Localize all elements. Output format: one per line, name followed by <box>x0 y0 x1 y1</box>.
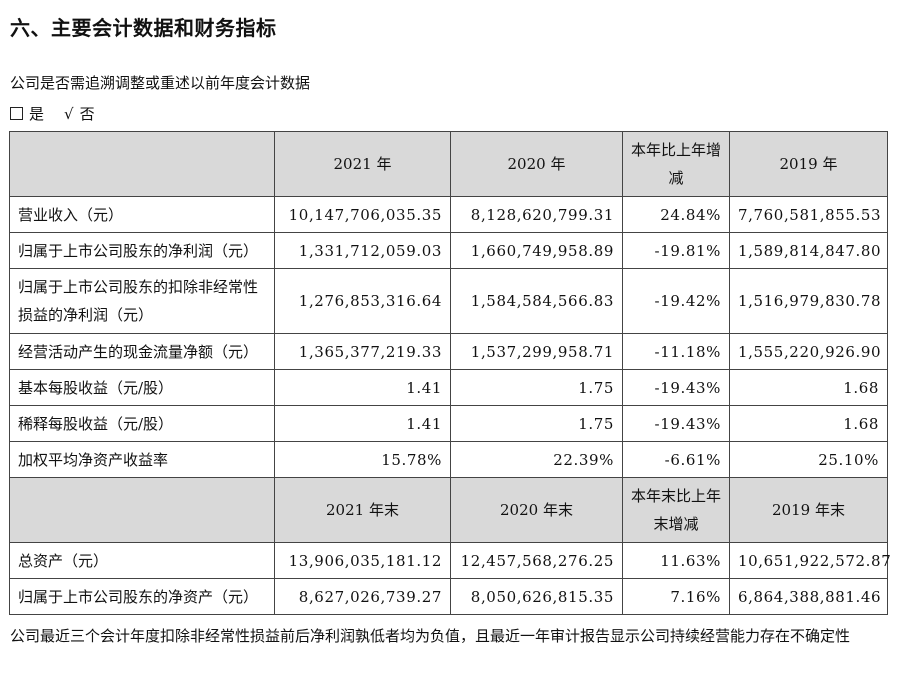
restatement-question: 公司是否需追溯调整或重述以前年度会计数据 <box>10 74 311 92</box>
table-row: 归属于上市公司股东的净利润（元） 1,331,712,059.03 1,660,… <box>9 232 888 269</box>
change-cell: 7.16% <box>622 578 730 615</box>
row-label: 加权平均净资产收益率 <box>9 441 275 478</box>
check-mark-icon: √ <box>64 104 74 123</box>
row-label: 经营活动产生的现金流量净额（元） <box>9 333 275 370</box>
no-label: 否 <box>79 105 95 123</box>
change-cell: -19.43% <box>622 405 730 442</box>
table-row: 基本每股收益（元/股） 1.41 1.75 -19.43% 1.68 <box>9 369 888 406</box>
table-header-row: 2021 年 2020 年 本年比上年增减 2019 年 <box>9 131 888 197</box>
row-label: 归属于上市公司股东的净资产（元） <box>9 578 275 615</box>
value-cell: 1,660,749,958.89 <box>450 232 623 269</box>
value-cell: 25.10% <box>729 441 888 478</box>
value-cell: 1,537,299,958.71 <box>450 333 623 370</box>
table-row: 归属于上市公司股东的净资产（元） 8,627,026,739.27 8,050,… <box>9 578 888 615</box>
change-cell: 11.63% <box>622 542 730 579</box>
change-cell: 24.84% <box>622 196 730 233</box>
change-cell: -19.81% <box>622 232 730 269</box>
value-cell: 1.68 <box>729 405 888 442</box>
value-cell: 1,555,220,926.90 <box>729 333 888 370</box>
table-row: 营业收入（元） 10,147,706,035.35 8,128,620,799.… <box>9 196 888 233</box>
header-blank-cell <box>9 131 275 197</box>
header-cell: 2021 年 <box>274 131 451 197</box>
header-cell: 2019 年末 <box>729 477 888 543</box>
value-cell: 22.39% <box>450 441 623 478</box>
header-cell: 2019 年 <box>729 131 888 197</box>
value-cell: 1.41 <box>274 369 451 406</box>
value-cell: 8,627,026,739.27 <box>274 578 451 615</box>
value-cell: 8,050,626,815.35 <box>450 578 623 615</box>
value-cell: 1.68 <box>729 369 888 406</box>
change-cell: -11.18% <box>622 333 730 370</box>
change-cell: -6.61% <box>622 441 730 478</box>
value-cell: 13,906,035,181.12 <box>274 542 451 579</box>
financial-data-table: 2021 年 2020 年 本年比上年增减 2019 年 营业收入（元） 10,… <box>9 131 891 615</box>
header-cell: 本年比上年增减 <box>622 131 730 197</box>
value-cell: 1,365,377,219.33 <box>274 333 451 370</box>
value-cell: 1,589,814,847.80 <box>729 232 888 269</box>
value-cell: 10,651,922,572.87 <box>729 542 891 579</box>
going-concern-note: 公司最近三个会计年度扣除非经常性损益前后净利润孰低者均为负值，且最近一年审计报告… <box>10 627 851 645</box>
header-cell: 2020 年 <box>450 131 623 197</box>
row-label: 营业收入（元） <box>9 196 275 233</box>
row-label: 总资产（元） <box>9 542 275 579</box>
value-cell: 7,760,581,855.53 <box>729 196 888 233</box>
value-cell: 15.78% <box>274 441 451 478</box>
table-row: 经营活动产生的现金流量净额（元） 1,365,377,219.33 1,537,… <box>9 333 888 370</box>
section-title: 六、主要会计数据和财务指标 <box>10 16 277 40</box>
yes-checkbox[interactable] <box>10 107 23 120</box>
value-cell: 1,584,584,566.83 <box>450 268 623 334</box>
header-cell: 2021 年末 <box>274 477 451 543</box>
value-cell: 6,864,388,881.46 <box>729 578 888 615</box>
row-label: 基本每股收益（元/股） <box>9 369 275 406</box>
yes-label: 是 <box>29 105 45 123</box>
table-row: 加权平均净资产收益率 15.78% 22.39% -6.61% 25.10% <box>9 441 888 478</box>
change-cell: -19.42% <box>622 268 730 334</box>
value-cell: 10,147,706,035.35 <box>274 196 451 233</box>
row-label: 稀释每股收益（元/股） <box>9 405 275 442</box>
value-cell: 8,128,620,799.31 <box>450 196 623 233</box>
table-row: 总资产（元） 13,906,035,181.12 12,457,568,276.… <box>9 542 891 579</box>
value-cell: 1,276,853,316.64 <box>274 268 451 334</box>
header-blank-cell <box>9 477 275 543</box>
value-cell: 1.41 <box>274 405 451 442</box>
header-cell: 2020 年末 <box>450 477 623 543</box>
value-cell: 12,457,568,276.25 <box>450 542 623 579</box>
value-cell: 1.75 <box>450 369 623 406</box>
value-cell: 1,516,979,830.78 <box>729 268 888 334</box>
row-label: 归属于上市公司股东的净利润（元） <box>9 232 275 269</box>
header-cell: 本年末比上年末增减 <box>622 477 730 543</box>
restatement-options: 是 √ 否 <box>10 103 95 124</box>
row-label: 归属于上市公司股东的扣除非经常性损益的净利润（元） <box>9 268 275 334</box>
value-cell: 1.75 <box>450 405 623 442</box>
table-row: 归属于上市公司股东的扣除非经常性损益的净利润（元） 1,276,853,316.… <box>9 268 888 334</box>
change-cell: -19.43% <box>622 369 730 406</box>
value-cell: 1,331,712,059.03 <box>274 232 451 269</box>
table-row: 稀释每股收益（元/股） 1.41 1.75 -19.43% 1.68 <box>9 405 888 442</box>
table-header-row: 2021 年末 2020 年末 本年末比上年末增减 2019 年末 <box>9 477 888 543</box>
